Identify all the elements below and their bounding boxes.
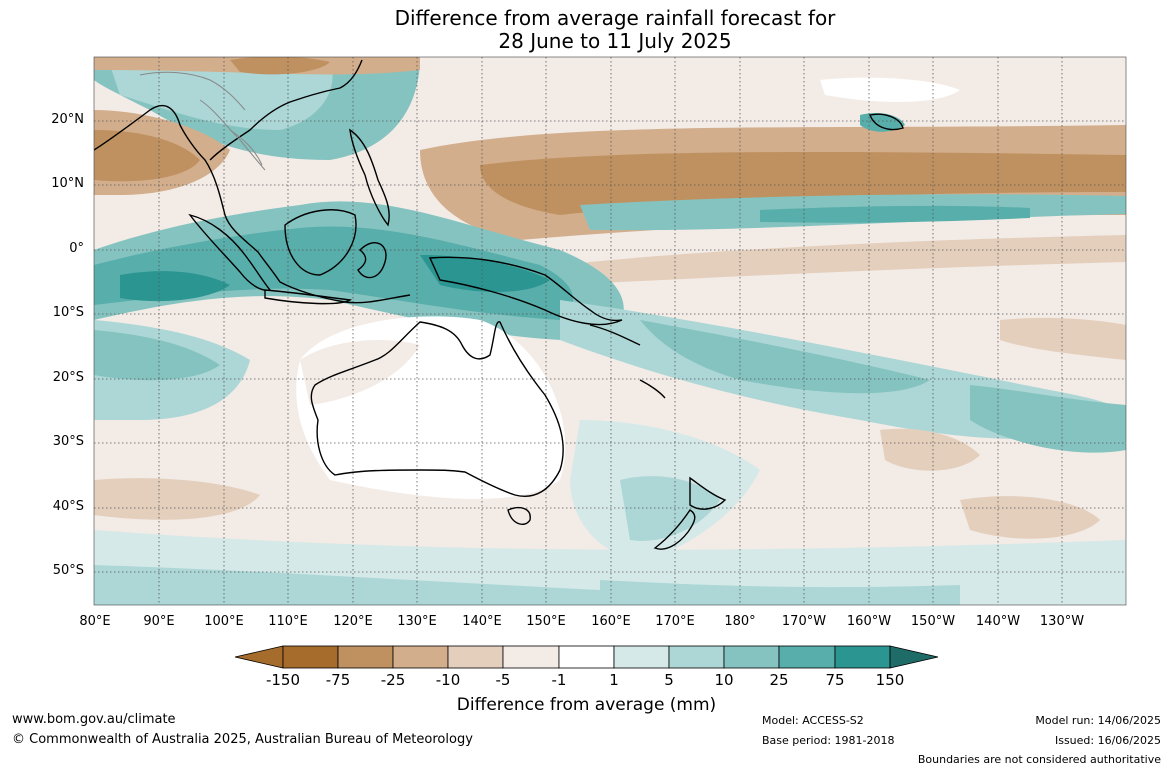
colorbar-label: 75	[825, 671, 845, 689]
model-run-text: Model run: 14/06/2025	[1035, 714, 1161, 727]
lon-label-130e: 130°E	[397, 614, 437, 629]
colorbar-swatch	[668, 645, 725, 669]
lat-label-0: 0°	[69, 241, 84, 256]
map-subtitle: 28 June to 11 July 2025	[498, 29, 732, 53]
colorbar-swatch	[502, 645, 560, 669]
lon-label-160w: 160°W	[846, 614, 892, 629]
nz-north-island	[689, 476, 727, 510]
lon-label-150w: 150°W	[910, 614, 956, 629]
australia-mainland	[310, 321, 564, 497]
colorbar-swatch	[613, 645, 670, 669]
colorbar-label: 10	[714, 671, 734, 689]
lon-label-180: 180°	[724, 614, 756, 629]
colorbar-swatch	[392, 645, 449, 669]
lat-label-10n: 10°N	[51, 176, 84, 191]
country-borders	[139, 71, 266, 171]
colorbar	[234, 645, 939, 669]
borneo-island	[284, 209, 357, 276]
lat-label-40s: 40°S	[52, 499, 84, 514]
colorbar-label: -25	[380, 671, 406, 689]
issued-text: Issued: 16/06/2025	[1054, 734, 1161, 747]
colorbar-swatch	[778, 645, 836, 669]
lon-label-170w: 170°W	[781, 614, 827, 629]
colorbar-label: -10	[435, 671, 461, 689]
website-link[interactable]: www.bom.gov.au/climate	[12, 712, 176, 727]
lat-label-20s: 20°S	[52, 370, 84, 385]
colorbar-label: 25	[769, 671, 789, 689]
lon-label-110e: 110°E	[268, 614, 308, 629]
colorbar-swatch	[558, 645, 615, 669]
new-guinea-island	[428, 256, 623, 326]
lat-label-30s: 30°S	[52, 434, 84, 449]
lat-label-50s: 50°S	[52, 563, 84, 578]
lon-label-80e: 80°E	[79, 614, 111, 629]
colorbar-right-arrow	[889, 645, 939, 669]
colorbar-label: 5	[664, 671, 674, 689]
colorbar-swatch	[447, 645, 504, 669]
asia-coast-line	[94, 105, 411, 304]
graticule	[94, 57, 1126, 605]
copyright-text: © Commonwealth of Australia 2025, Austra…	[12, 732, 473, 747]
lon-label-140w: 140°W	[975, 614, 1021, 629]
lon-label-130w: 130°W	[1039, 614, 1085, 629]
lon-label-120e: 120°E	[333, 614, 373, 629]
colorbar-swatch	[834, 645, 891, 669]
colorbar-label: -150	[265, 671, 301, 689]
lon-label-170e: 170°E	[655, 614, 695, 629]
hawaii-islands	[869, 113, 904, 131]
colorbar-label: -5	[495, 671, 511, 689]
colorbar-swatch	[282, 645, 339, 669]
new-caledonia-island	[639, 379, 666, 399]
java-island	[264, 289, 353, 305]
base-period-text: Base period: 1981-2018	[762, 734, 895, 747]
lat-label-20n: 20°N	[51, 112, 84, 127]
solomon-islands	[589, 324, 641, 346]
colorbar-label: 1	[609, 671, 619, 689]
sulawesi-island	[357, 242, 387, 279]
map-frame	[93, 56, 1127, 606]
lat-label-10s: 10°S	[52, 305, 84, 320]
colorbar-title: Difference from average (mm)	[456, 695, 717, 715]
colorbar-left-arrow	[234, 645, 284, 669]
colorbar-swatch	[337, 645, 394, 669]
lon-label-90e: 90°E	[143, 614, 175, 629]
colorbar-label: -75	[325, 671, 351, 689]
map-title: Difference from average rainfall forecas…	[394, 6, 836, 30]
coastlines	[94, 59, 904, 550]
indochina-coast-line	[209, 59, 363, 161]
philippines-islands	[349, 128, 390, 227]
colorbar-swatch	[723, 645, 780, 669]
tasmania-island	[507, 507, 531, 526]
lon-label-140e: 140°E	[462, 614, 502, 629]
disclaimer-text: Boundaries are not considered authoritat…	[917, 753, 1161, 766]
lon-label-100e: 100°E	[204, 614, 244, 629]
lon-label-150e: 150°E	[526, 614, 566, 629]
lon-label-160e: 160°E	[591, 614, 631, 629]
colorbar-label: 150	[875, 671, 905, 689]
colorbar-label: -1	[551, 671, 567, 689]
rainfall-anomaly-field	[94, 57, 1126, 605]
model-text: Model: ACCESS-S2	[762, 714, 864, 727]
nz-south-island	[653, 509, 696, 550]
